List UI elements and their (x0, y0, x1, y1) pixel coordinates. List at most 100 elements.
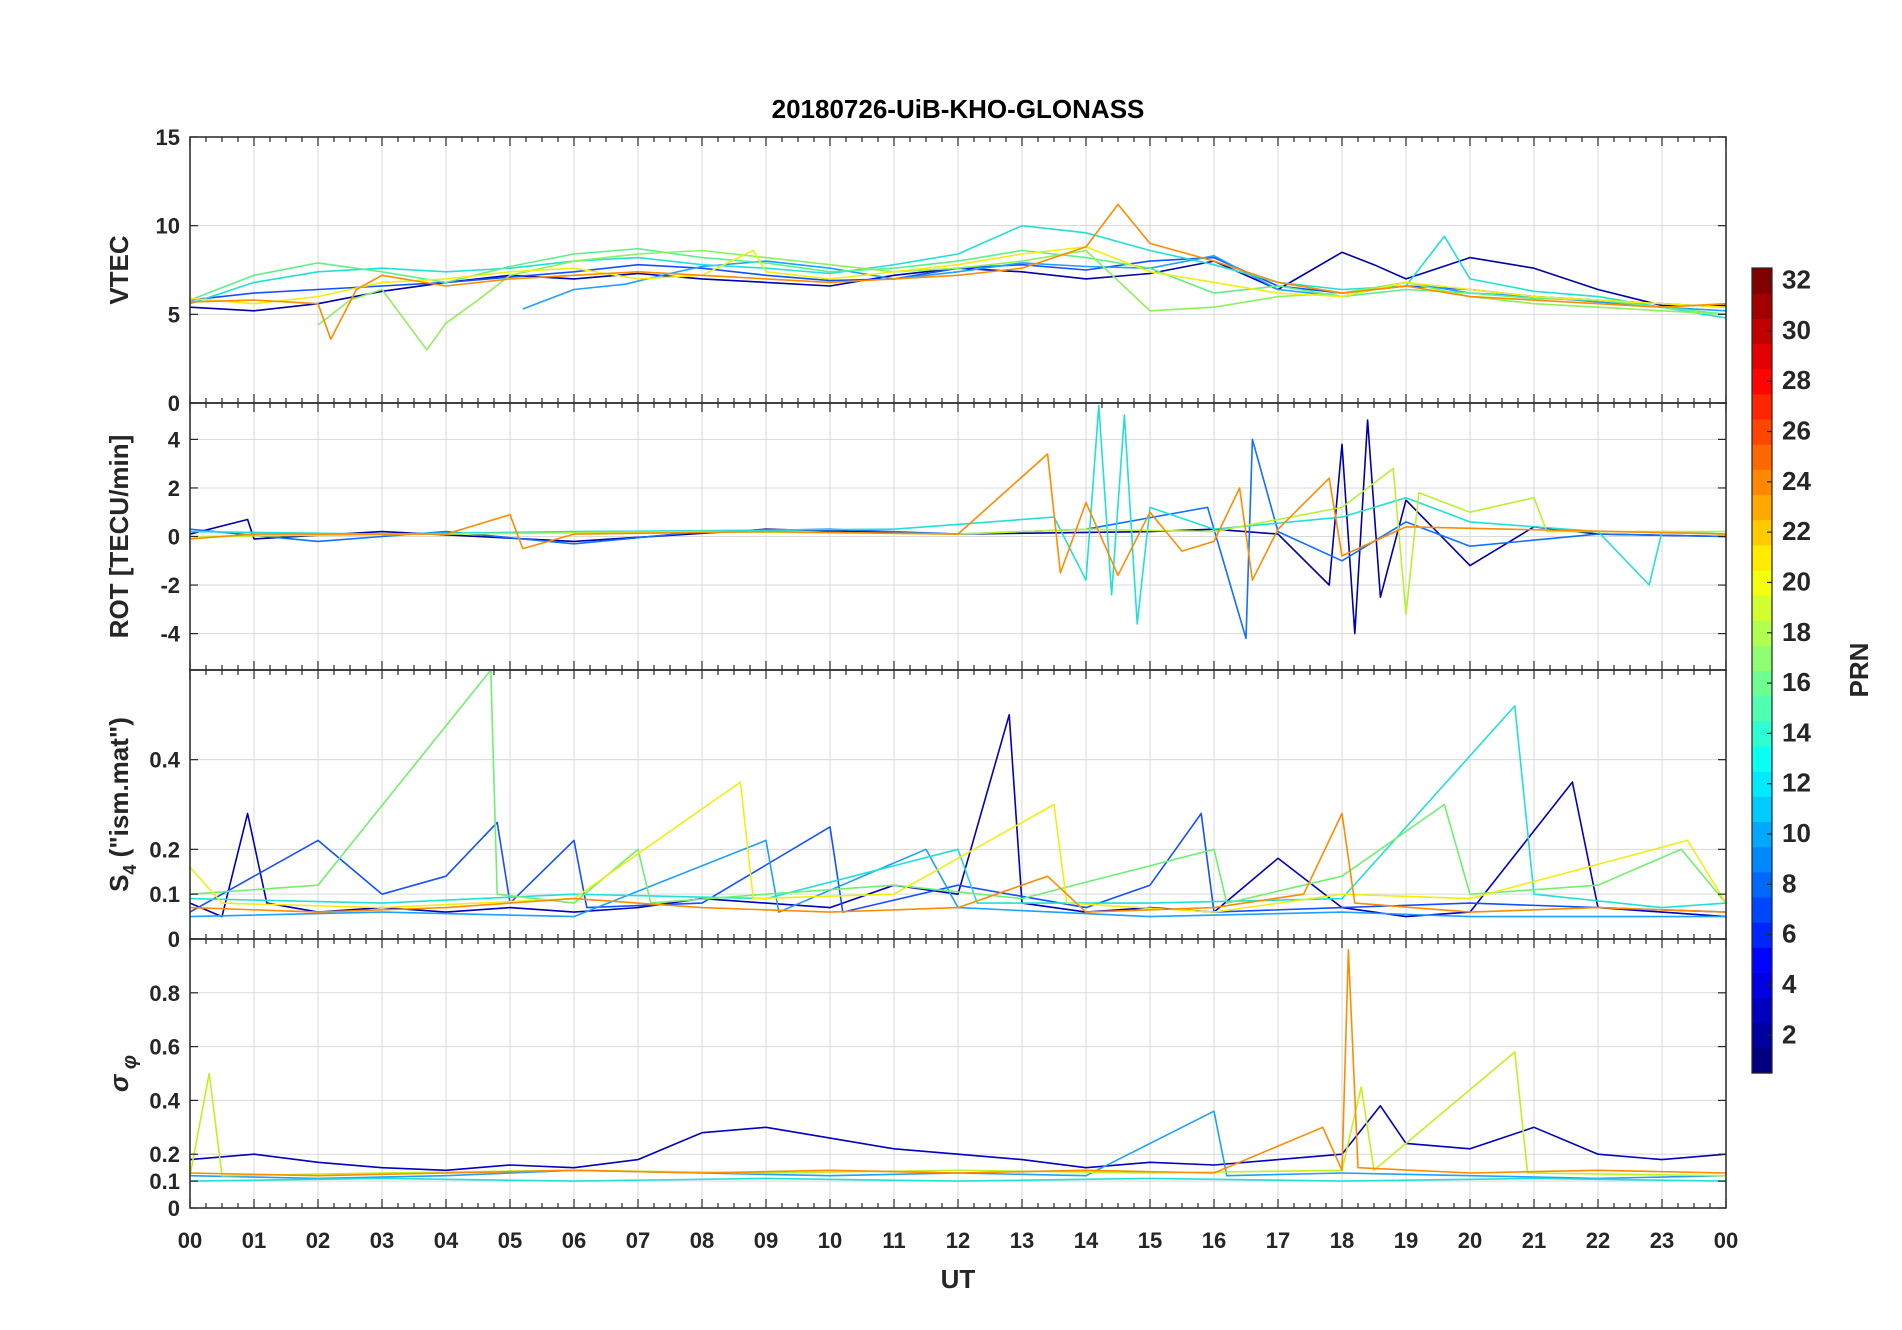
series-group (190, 949, 1726, 1182)
series-s4-prn-6 (190, 812, 1726, 913)
colorbar-tick-label: 14 (1782, 717, 1811, 747)
colorbar-swatch (1752, 645, 1772, 672)
series-vtec-prn-20 (190, 246, 1726, 308)
x-tick-label: 06 (562, 1228, 586, 1253)
series-sigma-prn-23 (190, 949, 1726, 1177)
y-axis-label-s4: S4 ("ism.mat") (104, 717, 140, 892)
x-tick-label: 08 (690, 1228, 714, 1253)
y-tick-label: -2 (160, 573, 180, 598)
x-tick-label: 21 (1522, 1228, 1546, 1253)
colorbar-tick-label: 24 (1782, 466, 1811, 496)
series-s4-prn-10 (190, 839, 1726, 918)
colorbar-tick-label: 18 (1782, 617, 1811, 647)
colorbar-swatch (1752, 796, 1772, 823)
series-s4-prn-20 (190, 781, 1726, 913)
colorbar-tick-label: 30 (1782, 315, 1811, 345)
y-tick-label: 0.1 (149, 882, 180, 907)
colorbar-tick-label: 16 (1782, 667, 1811, 697)
colorbar-tick-label: 10 (1782, 818, 1811, 848)
colorbar-swatch (1752, 393, 1772, 420)
y-tick-label: 0.6 (149, 1035, 180, 1060)
panel-sigma: 00.10.2 0.4 0.6 0.8 σ φ (104, 938, 1727, 1221)
colorbar-tick-label: 28 (1782, 365, 1811, 395)
x-tick-label: 10 (818, 1228, 842, 1253)
colorbar-frame (1751, 267, 1773, 1074)
x-tick-label: 05 (498, 1228, 522, 1253)
colorbar-swatch (1752, 268, 1772, 294)
y-axis-label-vtec: VTEC (104, 235, 134, 305)
x-tick-label: 17 (1266, 1228, 1290, 1253)
x-tick-label: 09 (754, 1228, 778, 1253)
colorbar-tick-label: 20 (1782, 566, 1811, 596)
x-tick-label: 01 (242, 1228, 266, 1253)
series-vtec-prn-10 (522, 255, 1726, 312)
colorbar-tick-label: 32 (1782, 265, 1811, 295)
colorbar-swatch (1752, 620, 1772, 646)
colorbar-swatch (1752, 368, 1772, 395)
y-tick-label: 15 (156, 125, 180, 150)
y-tick-label: 0.4 (149, 748, 180, 773)
x-tick-label: 11 (882, 1228, 905, 1253)
series-group (190, 203, 1726, 351)
colorbar-swatch (1752, 896, 1772, 923)
x-tick-label: 00 (178, 1228, 202, 1253)
colorbar-swatch (1752, 922, 1772, 948)
y-tick-label: -4 (160, 622, 180, 647)
colorbar-swatch (1752, 871, 1772, 898)
x-tick-label: 22 (1586, 1228, 1610, 1253)
series-vtec-prn-16 (190, 247, 1726, 316)
x-tick-label: 14 (1074, 1228, 1099, 1253)
y-tick-label: 0.4 (149, 1088, 180, 1113)
colorbar-swatch (1752, 947, 1772, 973)
colorbar-tick-label: 22 (1782, 516, 1811, 546)
colorbar-tick-label: 2 (1782, 1019, 1796, 1049)
y-axis-label-rot: ROT [TECU/min] (104, 435, 134, 639)
colorbar-swatch (1752, 720, 1772, 747)
x-tick-label: 23 (1650, 1228, 1674, 1253)
colorbar-swatch (1752, 695, 1772, 722)
colorbar-tick-label: 26 (1782, 416, 1811, 446)
y-tick-label: 0 (168, 1196, 180, 1221)
colorbar-swatch (1752, 972, 1772, 999)
y-tick-label: 0 (168, 391, 180, 416)
x-tick-label: 20 (1458, 1228, 1482, 1253)
colorbar-swatch (1752, 846, 1772, 873)
series-s4-prn-23 (190, 812, 1726, 913)
colorbar-swatch (1752, 745, 1772, 772)
colorbar-tick-label: 8 (1782, 868, 1796, 898)
colorbar-tick-label: 6 (1782, 919, 1796, 949)
y-tick-label: 10 (156, 214, 180, 239)
colorbar-swatch (1752, 494, 1772, 521)
colorbar-swatch (1752, 469, 1772, 496)
x-axis: 00 01 02 03 04 05 06 07 08 09 10 11 12 13 14 15 16 17 18 19… (178, 1228, 1738, 1253)
x-tick-label: 02 (306, 1228, 330, 1253)
y-tick-label: 0 (168, 525, 180, 550)
y-tick-label: 0 (168, 927, 180, 952)
series-rot-prn-8 (190, 438, 1726, 640)
colorbar-tick-label: 12 (1782, 768, 1811, 798)
colorbar-swatch (1752, 544, 1772, 571)
x-tick-label: 13 (1010, 1228, 1034, 1253)
colorbar-swatch (1752, 343, 1772, 370)
x-tick-label: 03 (370, 1228, 394, 1253)
y-tick-label: 0.8 (149, 981, 180, 1006)
x-tick-label: 12 (946, 1228, 970, 1253)
colorbar-swatch (1752, 418, 1772, 445)
series-sigma-prn-10 (190, 1110, 1726, 1180)
colorbar-swatch (1752, 293, 1772, 319)
series-sigma-prn-2 (190, 1105, 1726, 1172)
colorbar-swatch (1752, 670, 1772, 697)
colorbar-swatch (1752, 318, 1772, 345)
x-tick-label: 19 (1394, 1228, 1418, 1253)
y-tick-label: 4 (168, 427, 181, 452)
y-tick-label: 0.1 (149, 1169, 180, 1194)
series-s4-prn-13 (190, 705, 1726, 909)
colorbar-swatch (1752, 519, 1772, 546)
y-tick-label: 2 (168, 476, 180, 501)
x-tick-label: 18 (1330, 1228, 1354, 1253)
x-tick-label: 15 (1138, 1228, 1162, 1253)
colorbar-tick-label: 4 (1782, 969, 1797, 999)
